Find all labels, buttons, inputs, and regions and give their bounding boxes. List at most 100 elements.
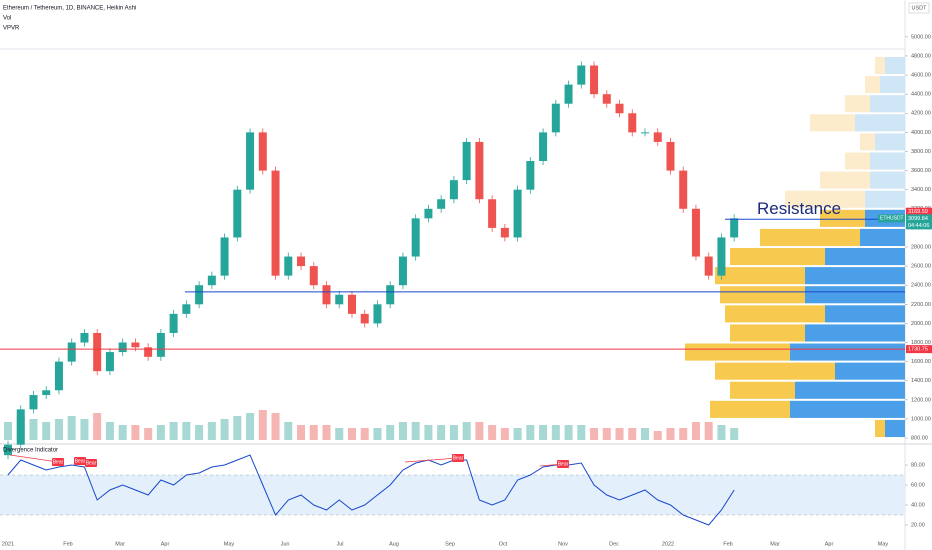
volume-label: Vol	[3, 16, 11, 22]
volume-bar	[93, 413, 102, 440]
candle	[335, 294, 344, 305]
profile-down	[785, 190, 865, 208]
candle	[220, 237, 229, 276]
volume-bar	[462, 422, 471, 440]
candle	[271, 170, 280, 276]
y-tick-label: 1000.00	[911, 416, 931, 422]
candle	[513, 189, 522, 238]
candle	[156, 332, 165, 357]
signal-label: Bear	[558, 461, 569, 467]
y-tick-label: 2200.00	[911, 302, 931, 308]
candle	[347, 294, 356, 314]
volume-bar	[691, 422, 700, 440]
y-tick-label: 2400.00	[911, 283, 931, 289]
price-tag-label: 3099.84	[908, 216, 928, 222]
candle	[551, 103, 560, 133]
candle	[118, 342, 127, 353]
candle	[360, 313, 369, 324]
symbol-label: ETHUSDT	[880, 216, 904, 222]
profile-up	[790, 400, 905, 418]
y-tick-label: 800.00	[911, 435, 928, 441]
candle	[29, 395, 38, 410]
candle	[411, 218, 420, 257]
timer: 04:44:06	[908, 223, 929, 229]
profile-label: VPVR	[3, 26, 20, 32]
candle	[641, 132, 649, 134]
profile-up	[885, 419, 905, 438]
currency-box[interactable]	[908, 2, 930, 14]
candle	[258, 132, 267, 171]
signal-box	[452, 454, 464, 462]
profile-up	[835, 362, 905, 380]
signal-box	[557, 460, 569, 468]
candle	[398, 256, 407, 286]
signal-label: Bear	[53, 459, 64, 465]
profile-up	[860, 228, 905, 246]
volume-bar	[54, 419, 63, 440]
volume-bar	[551, 425, 560, 440]
candle	[475, 141, 484, 200]
volume-bar	[526, 425, 535, 440]
profile-up	[855, 114, 905, 132]
candle	[93, 332, 102, 372]
currency: USDT	[912, 5, 928, 11]
volume-bar	[628, 428, 637, 440]
volume-bar	[118, 425, 127, 440]
volume-bar	[29, 419, 38, 440]
profile-up	[870, 171, 905, 189]
volume-bar	[488, 425, 497, 440]
profile-up	[805, 267, 905, 285]
volume-bar	[335, 428, 344, 440]
candle	[322, 285, 331, 305]
x-tick-label: Jul	[336, 541, 343, 547]
x-tick-label: Mar	[770, 541, 780, 547]
header-title: Ethereum / Tethereum, 1D, BINANCE, Heiki…	[3, 6, 136, 12]
candle	[704, 256, 713, 276]
candle	[80, 332, 89, 343]
candle	[169, 313, 178, 333]
signal-label: Bear	[86, 460, 97, 466]
profile-up	[870, 152, 905, 170]
volume-bar	[131, 425, 140, 440]
volume-bar	[195, 425, 204, 440]
volume-bar	[105, 422, 114, 440]
candle	[144, 347, 153, 357]
volume-bar	[679, 428, 688, 440]
profile-up	[870, 95, 905, 113]
x-tick-label: Sep	[445, 541, 455, 547]
candle	[195, 285, 204, 305]
profile-down	[760, 228, 860, 246]
candle	[42, 390, 51, 396]
profile-down	[820, 209, 865, 227]
volume-bar	[424, 425, 433, 440]
profile-down	[730, 381, 795, 399]
volume-bar	[564, 425, 573, 440]
volume-bar	[220, 419, 229, 440]
y-tick-label: 2600.00	[911, 264, 931, 270]
profile-down	[715, 362, 835, 380]
volume-bar	[42, 422, 51, 440]
price-tag-label: 3169.59	[908, 209, 928, 215]
volume-bar	[258, 410, 267, 440]
y-tick-label: 4800.00	[911, 53, 931, 59]
volume-bar	[513, 428, 522, 440]
x-tick-label: Feb	[63, 541, 72, 547]
volume-bar	[297, 425, 306, 440]
profile-up	[790, 343, 905, 361]
profile-down	[715, 267, 805, 285]
divergence-line	[9, 454, 59, 463]
profile-up	[875, 133, 905, 151]
volume-bar	[182, 422, 191, 440]
volume-bar	[411, 422, 420, 440]
annotation: Resistance	[757, 199, 841, 218]
volume-bar	[475, 422, 484, 440]
x-tick-label: Oct	[499, 541, 508, 547]
signal-box	[52, 458, 64, 466]
volume-bar	[322, 425, 331, 440]
y-tick-label: 1400.00	[911, 378, 931, 384]
volume-bar	[80, 419, 89, 440]
candle	[284, 256, 293, 276]
candle	[628, 113, 637, 133]
x-tick-label: Feb	[723, 541, 732, 547]
